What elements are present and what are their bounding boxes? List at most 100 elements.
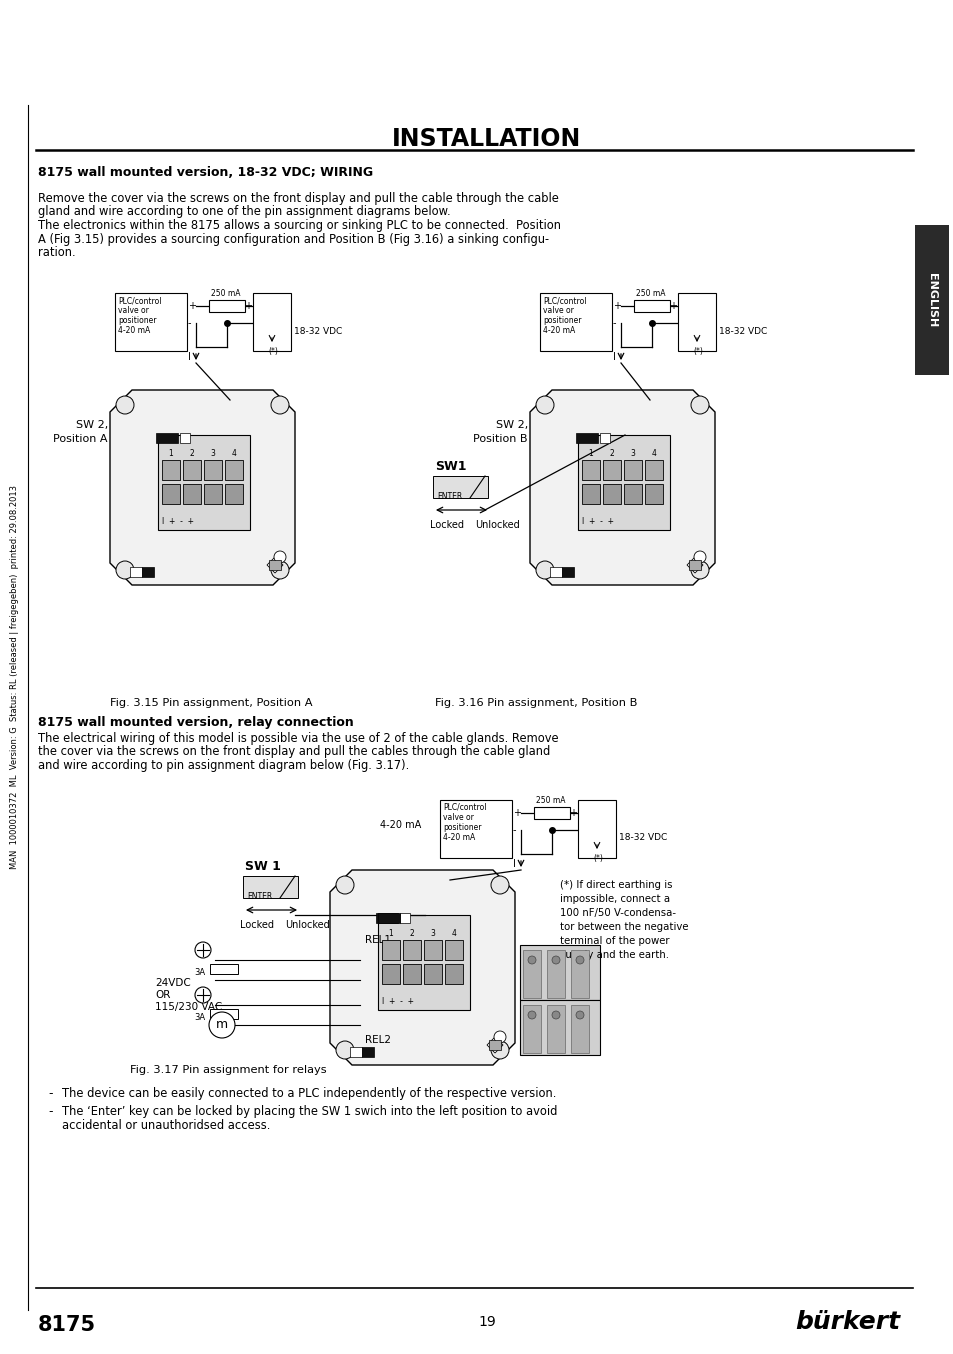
Text: 8175: 8175 <box>38 1315 96 1335</box>
Bar <box>210 1009 237 1020</box>
Bar <box>578 435 669 529</box>
Bar <box>269 561 281 570</box>
Text: Locked: Locked <box>430 520 463 529</box>
Text: 250 mA: 250 mA <box>211 288 240 298</box>
Text: -: - <box>248 318 252 328</box>
Circle shape <box>116 395 133 414</box>
Bar <box>444 964 462 984</box>
Bar <box>914 225 948 375</box>
Bar <box>602 460 620 481</box>
Bar <box>423 964 441 984</box>
Polygon shape <box>530 390 714 585</box>
Text: ration.: ration. <box>38 246 75 259</box>
Circle shape <box>552 956 559 964</box>
Text: I: I <box>613 352 616 362</box>
Bar <box>519 1001 599 1055</box>
Circle shape <box>491 1041 509 1059</box>
Circle shape <box>335 876 354 894</box>
Bar <box>162 460 180 481</box>
Bar <box>444 940 462 960</box>
Text: 250 mA: 250 mA <box>536 796 565 806</box>
Bar <box>225 483 243 504</box>
Bar <box>522 1005 540 1053</box>
Text: 115/230 VAC: 115/230 VAC <box>154 1002 222 1011</box>
Bar <box>634 301 669 311</box>
Text: +: + <box>513 808 520 818</box>
Text: -: - <box>573 825 577 835</box>
Text: 4-20 mA: 4-20 mA <box>118 326 150 334</box>
Text: (*) If direct earthing is
impossible, connect a
100 nF/50 V-condensa-
tor betwee: (*) If direct earthing is impossible, co… <box>559 880 688 960</box>
Text: -: - <box>613 318 616 328</box>
Text: 3A: 3A <box>193 1013 205 1022</box>
Circle shape <box>690 561 708 580</box>
Bar <box>688 561 700 570</box>
Bar <box>183 483 201 504</box>
Text: I  +  -  +: I + - + <box>381 997 414 1006</box>
Circle shape <box>576 1011 583 1020</box>
Text: 1: 1 <box>169 450 173 458</box>
Bar <box>571 1005 588 1053</box>
Text: +: + <box>668 301 677 311</box>
Text: Remove the cover via the screws on the front display and pull the cable through : Remove the cover via the screws on the f… <box>38 192 558 204</box>
Text: The ‘Enter’ key can be locked by placing the SW 1 swich into the left position t: The ‘Enter’ key can be locked by placing… <box>62 1105 557 1118</box>
Text: 1: 1 <box>388 929 393 938</box>
Polygon shape <box>486 1037 502 1053</box>
Bar <box>183 460 201 481</box>
Bar <box>571 951 588 998</box>
Text: PLC/control: PLC/control <box>118 297 161 305</box>
Text: 4-20 mA: 4-20 mA <box>442 833 475 842</box>
Bar <box>204 460 222 481</box>
Text: PLC/control: PLC/control <box>542 297 586 305</box>
Text: valve or: valve or <box>118 306 149 315</box>
Text: 19: 19 <box>477 1315 496 1330</box>
Circle shape <box>527 956 536 964</box>
Circle shape <box>527 1011 536 1020</box>
Polygon shape <box>330 871 515 1066</box>
Text: positioner: positioner <box>542 315 581 325</box>
Text: I: I <box>188 352 191 362</box>
Text: Fig. 3.16 Pin assignment, Position B: Fig. 3.16 Pin assignment, Position B <box>435 699 637 708</box>
Text: SW 1: SW 1 <box>245 860 280 873</box>
Text: 4: 4 <box>651 450 656 458</box>
Text: Position B: Position B <box>473 435 527 444</box>
Bar <box>522 951 540 998</box>
Circle shape <box>116 561 133 580</box>
Text: PLC/control: PLC/control <box>442 803 486 812</box>
Bar <box>581 483 599 504</box>
Text: (*): (*) <box>692 347 702 356</box>
Text: 18-32 VDC: 18-32 VDC <box>618 834 666 842</box>
Text: -: - <box>673 318 677 328</box>
Text: 3A: 3A <box>193 968 205 978</box>
Text: 2: 2 <box>609 450 614 458</box>
Text: 4: 4 <box>232 450 236 458</box>
Text: 8175 wall mounted version, 18-32 VDC; WIRING: 8175 wall mounted version, 18-32 VDC; WI… <box>38 167 373 179</box>
Text: -: - <box>48 1087 52 1099</box>
Text: The electrical wiring of this model is possible via the use of 2 of the cable gl: The electrical wiring of this model is p… <box>38 733 558 745</box>
Text: bürkert: bürkert <box>794 1311 899 1334</box>
Text: gland and wire according to one of the pin assignment diagrams below.: gland and wire according to one of the p… <box>38 206 450 218</box>
Bar <box>423 940 441 960</box>
Text: 8175 wall mounted version, relay connection: 8175 wall mounted version, relay connect… <box>38 716 354 728</box>
Text: Unlocked: Unlocked <box>285 919 330 930</box>
Bar <box>350 1047 361 1057</box>
Text: and wire according to pin assignment diagram below (Fig. 3.17).: and wire according to pin assignment dia… <box>38 760 409 772</box>
Text: ENTER: ENTER <box>247 892 272 900</box>
Text: SW 2,: SW 2, <box>75 420 108 431</box>
Bar <box>162 483 180 504</box>
Text: I: I <box>513 858 516 869</box>
Text: +: + <box>568 808 577 818</box>
Circle shape <box>271 561 289 580</box>
Text: m: m <box>215 1018 228 1032</box>
Text: +: + <box>188 301 195 311</box>
Bar <box>678 292 716 351</box>
Bar <box>433 477 488 498</box>
Text: The device can be easily connected to a PLC independently of the respective vers: The device can be easily connected to a … <box>62 1087 556 1099</box>
Text: valve or: valve or <box>542 306 574 315</box>
Text: -: - <box>513 825 516 835</box>
Text: I  +  -  +: I + - + <box>581 517 614 525</box>
Text: 3: 3 <box>430 929 435 938</box>
Bar <box>602 483 620 504</box>
Bar <box>399 913 410 923</box>
Circle shape <box>194 987 211 1003</box>
Bar <box>561 567 574 577</box>
